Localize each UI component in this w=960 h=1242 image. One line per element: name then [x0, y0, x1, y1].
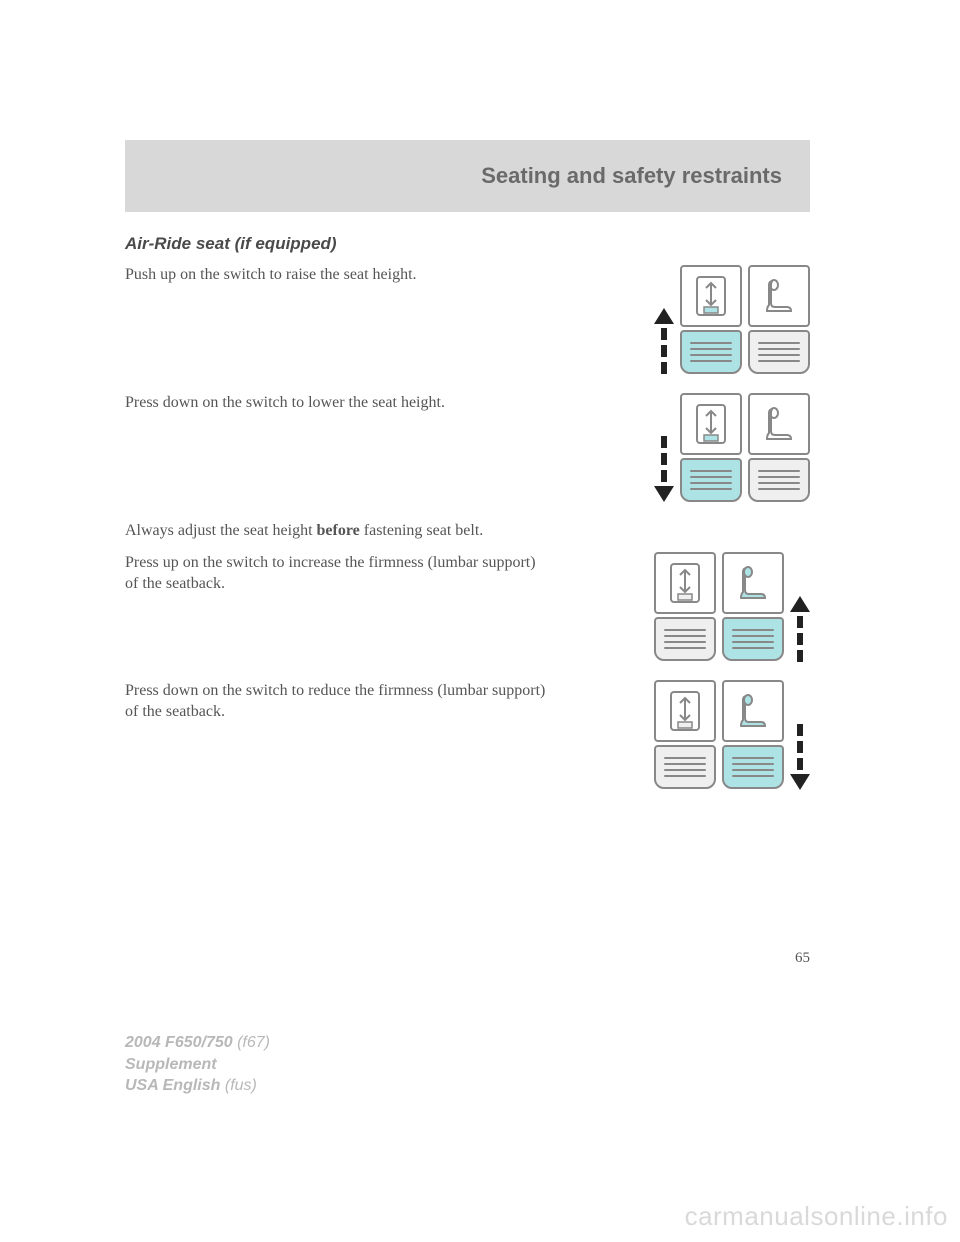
switch-module-lumbar	[722, 552, 784, 661]
instruction-row-lower: Press down on the switch to lower the se…	[125, 392, 810, 502]
footer-supplement: Supplement	[125, 1054, 270, 1076]
illustration-lower	[570, 392, 810, 502]
instruction-text: Push up on the switch to raise the seat …	[125, 264, 570, 286]
note-line: Always adjust the seat height before fas…	[125, 520, 810, 542]
footer-lang: USA English	[125, 1077, 225, 1094]
subsection-heading: Air-Ride seat (if equipped)	[125, 234, 810, 254]
height-switch-glyph-icon	[691, 401, 731, 447]
height-switch-glyph-icon	[665, 560, 705, 606]
switch-module-height	[654, 680, 716, 789]
footer-code: (f67)	[237, 1034, 270, 1051]
height-switch-glyph-icon	[665, 688, 705, 734]
instruction-text: Press down on the switch to reduce the f…	[125, 680, 570, 723]
arrow-up-icon	[790, 552, 810, 662]
illustration-raise	[570, 264, 810, 374]
footer-block: 2004 F650/750 (f67) Supplement USA Engli…	[125, 1032, 270, 1097]
instruction-text: Press down on the switch to lower the se…	[125, 392, 570, 414]
seat-glyph-icon	[759, 401, 799, 447]
note-bold: before	[317, 522, 360, 539]
instruction-row-lumbar-up: Press up on the switch to increase the f…	[125, 552, 810, 662]
instruction-row-lumbar-down: Press down on the switch to reduce the f…	[125, 680, 810, 790]
note-pre: Always adjust the seat height	[125, 522, 317, 539]
illustration-lumbar-down	[570, 680, 810, 790]
footer-model: 2004 F650/750	[125, 1034, 237, 1051]
instruction-row-raise: Push up on the switch to raise the seat …	[125, 264, 810, 374]
arrow-down-icon	[790, 680, 810, 790]
instruction-text: Press up on the switch to increase the f…	[125, 552, 570, 595]
arrow-down-icon	[654, 392, 674, 502]
seat-glyph-icon	[733, 688, 773, 734]
switch-module-lumbar	[748, 393, 810, 502]
note-post: fastening seat belt.	[360, 522, 484, 539]
switch-module-height	[654, 552, 716, 661]
section-title: Seating and safety restraints	[481, 163, 782, 189]
switch-module-height	[680, 265, 742, 374]
switch-module-lumbar	[722, 680, 784, 789]
section-header-band: Seating and safety restraints	[125, 140, 810, 212]
switch-module-height	[680, 393, 742, 502]
arrow-up-icon	[654, 264, 674, 374]
illustration-lumbar-up	[570, 552, 810, 662]
page-number: 65	[125, 950, 810, 967]
watermark-text: carmanualsonline.info	[685, 1201, 948, 1232]
seat-glyph-icon	[733, 560, 773, 606]
seat-glyph-icon	[759, 273, 799, 319]
height-switch-glyph-icon	[691, 273, 731, 319]
footer-lang-code: (fus)	[225, 1077, 257, 1094]
switch-module-lumbar	[748, 265, 810, 374]
